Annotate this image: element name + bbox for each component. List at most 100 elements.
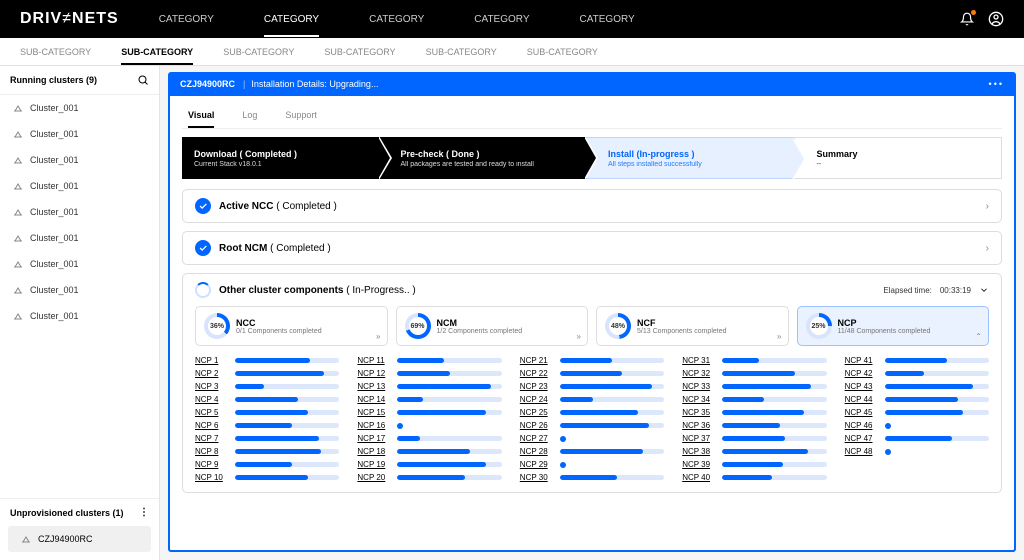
summary-card[interactable]: 36%NCC0/1 Components completed» xyxy=(195,306,388,346)
summary-card[interactable]: 48%NCF5/13 Components completed» xyxy=(596,306,789,346)
ncp-row[interactable]: NCP 44 xyxy=(845,395,989,404)
ncp-row[interactable]: NCP 23 xyxy=(520,382,664,391)
sidebar-unprov: Unprovisioned clusters (1) ⋮ CZJ94900RC xyxy=(0,498,159,560)
ncp-row[interactable]: NCP 34 xyxy=(682,395,826,404)
ncp-row[interactable]: NCP 33 xyxy=(682,382,826,391)
view-tab[interactable]: Visual xyxy=(188,104,214,128)
ncp-row[interactable]: NCP 9 xyxy=(195,460,339,469)
ncp-row[interactable]: NCP 31 xyxy=(682,356,826,365)
progress-fill xyxy=(560,475,617,480)
ncp-row[interactable]: NCP 35 xyxy=(682,408,826,417)
subnav-item[interactable]: SUB-CATEGORY xyxy=(527,39,598,65)
ncp-row[interactable]: NCP 4 xyxy=(195,395,339,404)
more-icon[interactable]: ⋮ xyxy=(139,507,149,518)
section-root-ncm[interactable]: Root NCM ( Completed ) › xyxy=(182,231,1002,265)
ncp-row[interactable]: NCP 14 xyxy=(357,395,501,404)
progress-fill xyxy=(235,436,319,441)
cluster-item[interactable]: Cluster_001 xyxy=(0,303,159,329)
cluster-item[interactable]: Cluster_001 xyxy=(0,251,159,277)
ncp-row[interactable]: NCP 2 xyxy=(195,369,339,378)
ncp-row[interactable]: NCP 18 xyxy=(357,447,501,456)
subnav-item[interactable]: SUB-CATEGORY xyxy=(426,39,497,65)
ncp-row[interactable]: NCP 43 xyxy=(845,382,989,391)
section-active-ncc[interactable]: Active NCC ( Completed ) › xyxy=(182,189,1002,223)
step[interactable]: Download ( Completed )Current Stack v18.… xyxy=(182,137,379,179)
step[interactable]: Pre-check ( Done )All packages are teste… xyxy=(379,137,586,179)
subnav-item[interactable]: SUB-CATEGORY xyxy=(121,39,193,65)
cluster-item[interactable]: Cluster_001 xyxy=(0,147,159,173)
step[interactable]: Install (In-progress )All steps installe… xyxy=(585,137,794,179)
view-tab[interactable]: Log xyxy=(242,104,257,128)
ncp-row[interactable]: NCP 10 xyxy=(195,473,339,482)
chevron-down-icon[interactable] xyxy=(979,285,989,295)
ncp-row[interactable]: NCP 47 xyxy=(845,434,989,443)
ncp-row[interactable]: NCP 29 xyxy=(520,460,664,469)
progress-steps: Download ( Completed )Current Stack v18.… xyxy=(182,137,1002,179)
ncp-row[interactable]: NCP 15 xyxy=(357,408,501,417)
ncp-row[interactable]: NCP 38 xyxy=(682,447,826,456)
ncp-row[interactable]: NCP 25 xyxy=(520,408,664,417)
ncp-row[interactable]: NCP 6 xyxy=(195,421,339,430)
summary-card[interactable]: 69%NCM1/2 Components completed» xyxy=(396,306,589,346)
progress-fill xyxy=(885,436,953,441)
subnav-item[interactable]: SUB-CATEGORY xyxy=(223,39,294,65)
notifications-icon[interactable] xyxy=(960,12,974,26)
ncp-row[interactable]: NCP 26 xyxy=(520,421,664,430)
ncp-row[interactable]: NCP 40 xyxy=(682,473,826,482)
cluster-item[interactable]: Cluster_001 xyxy=(0,95,159,121)
topnav-item[interactable]: CATEGORY xyxy=(474,2,529,37)
ncp-row[interactable]: NCP 3 xyxy=(195,382,339,391)
ncp-row[interactable]: NCP 36 xyxy=(682,421,826,430)
ncp-row[interactable]: NCP 8 xyxy=(195,447,339,456)
cluster-item[interactable]: Cluster_001 xyxy=(0,225,159,251)
ncp-label: NCP 7 xyxy=(195,434,229,443)
unprov-item[interactable]: CZJ94900RC xyxy=(8,526,151,552)
ncp-row[interactable]: NCP 22 xyxy=(520,369,664,378)
cluster-label: Cluster_001 xyxy=(30,233,79,243)
topnav-item[interactable]: CATEGORY xyxy=(159,2,214,37)
ncp-row[interactable]: NCP 20 xyxy=(357,473,501,482)
ncp-label: NCP 2 xyxy=(195,369,229,378)
ncp-row[interactable]: NCP 45 xyxy=(845,408,989,417)
ncp-row[interactable]: NCP 28 xyxy=(520,447,664,456)
cluster-item[interactable]: Cluster_001 xyxy=(0,121,159,147)
ncp-row[interactable]: NCP 5 xyxy=(195,408,339,417)
ncp-row[interactable]: NCP 12 xyxy=(357,369,501,378)
cluster-label: Cluster_001 xyxy=(30,311,79,321)
ncp-row[interactable]: NCP 42 xyxy=(845,369,989,378)
ncp-row[interactable]: NCP 24 xyxy=(520,395,664,404)
ncp-row[interactable]: NCP 30 xyxy=(520,473,664,482)
ncp-row[interactable]: NCP 11 xyxy=(357,356,501,365)
ncp-label: NCP 20 xyxy=(357,473,391,482)
subnav-item[interactable]: SUB-CATEGORY xyxy=(20,39,91,65)
ncp-row[interactable]: NCP 7 xyxy=(195,434,339,443)
cluster-item[interactable]: Cluster_001 xyxy=(0,173,159,199)
ncp-row[interactable]: NCP 27 xyxy=(520,434,664,443)
ncp-row[interactable]: NCP 21 xyxy=(520,356,664,365)
ncp-row[interactable]: NCP 32 xyxy=(682,369,826,378)
topnav-item[interactable]: CATEGORY xyxy=(580,2,635,37)
search-icon[interactable] xyxy=(137,74,149,86)
ncp-row[interactable]: NCP 46 xyxy=(845,421,989,430)
summary-card[interactable]: 25%NCP11/48 Components completed⌃ xyxy=(797,306,990,346)
ncp-label: NCP 43 xyxy=(845,382,879,391)
cluster-item[interactable]: Cluster_001 xyxy=(0,277,159,303)
cluster-item[interactable]: Cluster_001 xyxy=(0,199,159,225)
ncp-row[interactable]: NCP 17 xyxy=(357,434,501,443)
install-menu-icon[interactable]: ••• xyxy=(989,79,1004,89)
ncp-row[interactable]: NCP 16 xyxy=(357,421,501,430)
subnav-item[interactable]: SUB-CATEGORY xyxy=(324,39,395,65)
topnav-item[interactable]: CATEGORY xyxy=(264,2,319,37)
ncp-row[interactable]: NCP 37 xyxy=(682,434,826,443)
ncp-row[interactable]: NCP 41 xyxy=(845,356,989,365)
ncp-row[interactable]: NCP 19 xyxy=(357,460,501,469)
ncp-row[interactable]: NCP 48 xyxy=(845,447,989,456)
step[interactable]: Summary-- xyxy=(794,137,1003,179)
user-icon[interactable] xyxy=(988,11,1004,27)
progress-track xyxy=(235,436,339,441)
ncp-row[interactable]: NCP 13 xyxy=(357,382,501,391)
topnav-item[interactable]: CATEGORY xyxy=(369,2,424,37)
ncp-row[interactable]: NCP 1 xyxy=(195,356,339,365)
view-tab[interactable]: Support xyxy=(285,104,317,128)
ncp-row[interactable]: NCP 39 xyxy=(682,460,826,469)
